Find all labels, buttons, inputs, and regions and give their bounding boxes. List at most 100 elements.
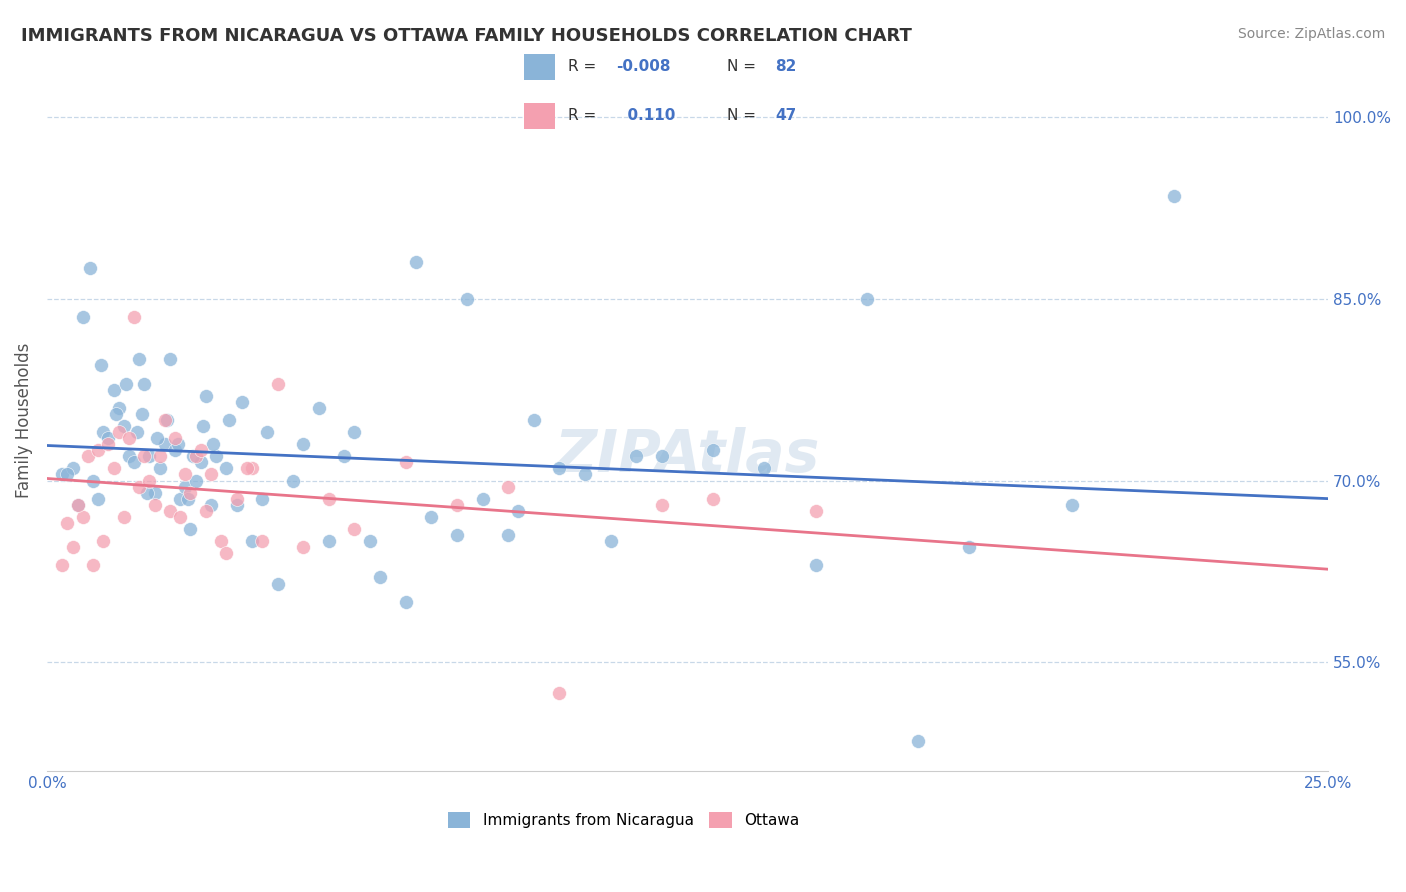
Point <box>181 450 204 464</box>
Point <box>804 558 827 573</box>
Legend: Immigrants from Nicaragua, Ottawa: Immigrants from Nicaragua, Ottawa <box>441 805 806 834</box>
Text: R =: R = <box>568 59 602 74</box>
Point <box>215 546 238 560</box>
Point <box>177 491 200 506</box>
Point <box>66 498 89 512</box>
Point <box>66 498 89 512</box>
Point <box>103 383 125 397</box>
Point <box>143 485 166 500</box>
Point <box>225 498 247 512</box>
Point <box>1163 188 1185 202</box>
Point <box>215 461 238 475</box>
Point <box>179 522 201 536</box>
Point <box>87 491 110 506</box>
Point <box>318 534 340 549</box>
Point <box>56 516 79 530</box>
Point <box>548 685 571 699</box>
Point <box>131 407 153 421</box>
Point <box>190 455 212 469</box>
Point <box>496 528 519 542</box>
Point <box>107 401 129 415</box>
Point <box>103 461 125 475</box>
Point <box>218 413 240 427</box>
Point <box>368 570 391 584</box>
Point <box>118 431 141 445</box>
Point <box>256 425 278 439</box>
Point <box>179 485 201 500</box>
Point <box>174 479 197 493</box>
Point <box>134 450 156 464</box>
Point <box>523 413 546 427</box>
Point <box>205 450 228 464</box>
Point <box>184 450 207 464</box>
FancyBboxPatch shape <box>523 54 554 79</box>
Point <box>907 734 929 748</box>
Point <box>112 509 135 524</box>
Point <box>146 431 169 445</box>
Point <box>91 534 114 549</box>
Point <box>72 509 94 524</box>
Point <box>56 467 79 482</box>
Point <box>97 437 120 451</box>
Point <box>702 491 724 506</box>
Point <box>250 534 273 549</box>
Point <box>343 522 366 536</box>
Point <box>163 431 186 445</box>
Point <box>471 491 494 506</box>
Point <box>51 467 73 482</box>
Point <box>194 504 217 518</box>
Point <box>200 467 222 482</box>
Text: 47: 47 <box>775 108 796 123</box>
Text: 82: 82 <box>775 59 796 74</box>
Point <box>395 455 418 469</box>
Point <box>163 443 186 458</box>
Point <box>82 558 104 573</box>
Point <box>135 485 157 500</box>
Point <box>856 292 879 306</box>
Text: Source: ZipAtlas.com: Source: ZipAtlas.com <box>1237 27 1385 41</box>
Point <box>308 401 330 415</box>
Point <box>420 509 443 524</box>
Point <box>62 540 84 554</box>
Point <box>51 558 73 573</box>
Point <box>128 352 150 367</box>
Point <box>343 425 366 439</box>
Point <box>82 474 104 488</box>
Point <box>333 450 356 464</box>
Point <box>77 450 100 464</box>
Point <box>651 450 673 464</box>
Point <box>548 461 571 475</box>
Point <box>122 455 145 469</box>
Point <box>107 425 129 439</box>
Point <box>153 437 176 451</box>
Point <box>153 413 176 427</box>
Point <box>159 352 181 367</box>
Point <box>395 595 418 609</box>
Point <box>318 491 340 506</box>
Point <box>496 479 519 493</box>
Point <box>169 491 191 506</box>
Point <box>651 498 673 512</box>
Text: R =: R = <box>568 108 602 123</box>
Point <box>804 504 827 518</box>
Point <box>169 509 191 524</box>
Point <box>240 534 263 549</box>
Point <box>190 443 212 458</box>
Point <box>200 498 222 512</box>
Point <box>225 491 247 506</box>
Point <box>359 534 381 549</box>
Point <box>149 461 172 475</box>
Point <box>292 540 315 554</box>
Point <box>174 467 197 482</box>
Point <box>134 376 156 391</box>
Point <box>128 479 150 493</box>
Point <box>72 310 94 324</box>
Point <box>115 376 138 391</box>
Text: N =: N = <box>727 59 761 74</box>
Point <box>456 292 478 306</box>
Point <box>202 437 225 451</box>
Point <box>702 443 724 458</box>
Point <box>446 528 468 542</box>
Point <box>446 498 468 512</box>
Point <box>281 474 304 488</box>
